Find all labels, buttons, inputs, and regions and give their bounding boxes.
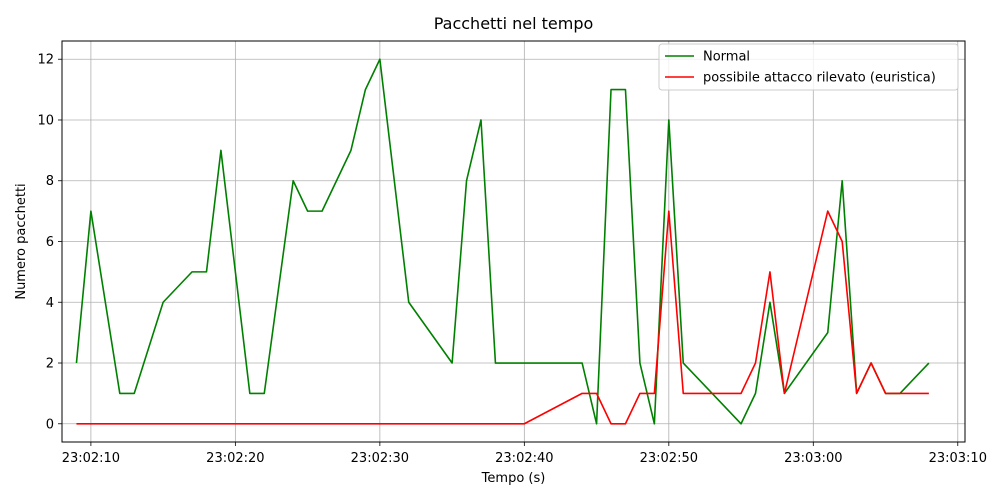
- legend-box: [658, 43, 959, 91]
- y-axis-label: Numero pacchetti: [14, 183, 29, 299]
- x-tick-label: 23:02:20: [206, 451, 264, 466]
- x-axis: 23:02:10 23:02:20 23:02:30 23:02:40 23:02:50…: [62, 442, 987, 466]
- x-tick-label: 23:03:00: [784, 451, 842, 466]
- y-tick-label: 8: [46, 174, 54, 189]
- x-axis-label: Tempo (s): [481, 471, 546, 486]
- x-tick-label: 23:03:10: [929, 451, 987, 466]
- x-tick-label: 23:02:10: [62, 451, 120, 466]
- x-tick-label: 23:02:40: [495, 451, 553, 466]
- y-axis: 0 2 4 6 8 10 12: [37, 53, 62, 432]
- y-tick-label: 0: [46, 417, 54, 432]
- y-tick-label: 4: [46, 296, 54, 311]
- grid: [62, 41, 965, 442]
- y-tick-label: 10: [37, 113, 54, 128]
- chart-title: Pacchetti nel tempo: [434, 14, 594, 33]
- x-tick-label: 23:02:50: [640, 451, 698, 466]
- y-tick-label: 12: [37, 53, 54, 68]
- x-tick-label: 23:02:30: [351, 451, 409, 466]
- y-tick-label: 6: [46, 235, 54, 250]
- y-tick-label: 2: [46, 357, 54, 372]
- legend-label-attack: possibile attacco rilevato (euristica): [703, 71, 936, 86]
- series-line-normal: [75, 58, 930, 425]
- legend: Normal possibile attacco rilevato (euris…: [658, 43, 959, 91]
- series-lines: [75, 58, 930, 425]
- legend-label-normal: Normal: [703, 50, 750, 65]
- series-line-attack: [76, 210, 929, 425]
